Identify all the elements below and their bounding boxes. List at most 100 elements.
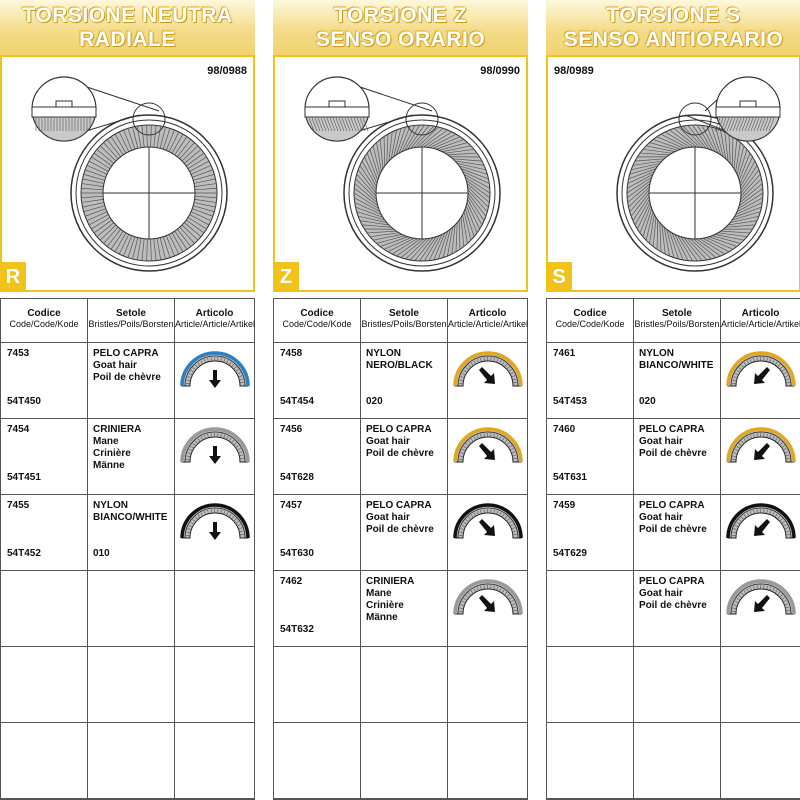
- article-ring-color: [726, 427, 796, 463]
- type-badge: R: [0, 262, 26, 292]
- rim-inner-line: [621, 119, 769, 267]
- article-ring-color: [453, 351, 523, 387]
- table-row: [1, 722, 254, 799]
- zoom-target-circle: [405, 102, 439, 136]
- product-table: Codice Code/Code/Kode Setole Bristles/Poils…: [0, 298, 255, 800]
- brush-diagram: 98/0990 Z: [273, 55, 528, 292]
- header-col2-title: Setole: [661, 308, 692, 319]
- header-col3-title: Articolo: [195, 308, 234, 319]
- product-column-s: TORSIONE S SENSO ANTIORARIO 98/0989 S Codice…: [546, 0, 800, 800]
- table-row: 7459 54T629 PELO CAPRA Goat hair Poil de chè…: [547, 494, 800, 571]
- zoom-rim-band: [31, 106, 97, 118]
- article-ring-line: [184, 355, 246, 387]
- bristle-line: Poil de chèvre: [639, 448, 707, 459]
- product-column-z: TORSIONE Z SENSO ORARIO 98/0990 Z Codice Code…: [273, 0, 528, 800]
- table-row: 7461 54T453 NYLON BIANCO/WHITE 020: [547, 342, 800, 419]
- article-ring-line: [730, 583, 792, 615]
- header-col2-subtitle: Bristles/Poils/Borsten: [361, 319, 447, 329]
- zoom-rim-band: [715, 106, 781, 118]
- bristle-line: PELO CAPRA: [366, 500, 432, 511]
- article-ring-line: [184, 431, 246, 463]
- header-col1-subtitle: Code/Code/Kode: [9, 319, 79, 329]
- row-bristles: NYLON NERO/BLACK: [366, 348, 433, 372]
- type-badge: Z: [273, 262, 299, 292]
- table-row: [547, 646, 800, 723]
- bristle-line: NYLON: [93, 500, 128, 511]
- header-col1-title: Codice: [27, 308, 61, 319]
- row-code: 7454: [7, 424, 30, 435]
- row-article-image: [449, 418, 527, 494]
- article-icon: [726, 427, 796, 463]
- row-subcode: 54T453: [553, 396, 587, 407]
- zoom-leader-2: [350, 83, 433, 112]
- bristle-line: Goat hair: [93, 360, 137, 371]
- brush-diagram: 98/0988 R: [0, 55, 255, 292]
- article-ring-color: [180, 351, 250, 387]
- header-col2-title: Setole: [388, 308, 419, 319]
- article-ring-color: [726, 579, 796, 615]
- bristle-line: Goat hair: [366, 436, 410, 447]
- zoom-leader-1: [358, 114, 413, 132]
- bristle-line: Mane: [93, 436, 119, 447]
- article-ring-line: [730, 355, 792, 387]
- row-subcode: 54T629: [553, 548, 587, 559]
- column-divider-1: [633, 299, 634, 799]
- article-icon: [453, 503, 523, 539]
- bristle-line: Poil de chèvre: [93, 372, 161, 383]
- header-title-line2: SENSO ANTIORARIO: [563, 28, 784, 51]
- bristle-line: PELO CAPRA: [639, 576, 705, 587]
- rim-inner-line: [75, 119, 223, 267]
- header-col1: Codice Code/Code/Kode: [274, 299, 360, 342]
- header-col2: Setole Bristles/Poils/Borsten: [633, 299, 721, 342]
- zoom-leader-2: [77, 83, 160, 112]
- table-header: Codice Code/Code/Kode Setole Bristles/Poils…: [274, 299, 528, 343]
- row-bristle-code: 020: [366, 396, 383, 407]
- zoom-notch: [739, 100, 757, 108]
- article-ring-color: [726, 503, 796, 539]
- reference-code: 98/0990: [480, 65, 520, 77]
- bristle-line: Männe: [93, 460, 125, 471]
- zoom-hatch: [35, 118, 91, 131]
- article-hatch: [732, 432, 790, 461]
- row-article-image: [176, 418, 254, 494]
- bristle-line: Poil de chèvre: [366, 448, 434, 459]
- bristle-line: NYLON: [639, 348, 674, 359]
- bristle-line: PELO CAPRA: [366, 424, 432, 435]
- article-ring-color: [726, 351, 796, 387]
- direction-arrow-icon: [209, 370, 221, 388]
- bristle-hatching: [626, 124, 764, 262]
- header-col3-title: Articolo: [468, 308, 507, 319]
- rim-inner-line: [348, 119, 496, 267]
- header-col3-subtitle: Article/Article/Artikel: [721, 319, 800, 329]
- article-hatch: [732, 584, 790, 613]
- row-bristles: PELO CAPRA Goat hair Poil de chèvre: [639, 424, 707, 460]
- header-col3-title: Articolo: [741, 308, 780, 319]
- header-col2: Setole Bristles/Poils/Borsten: [87, 299, 175, 342]
- article-hatch: [186, 356, 244, 385]
- bristle-line: PELO CAPRA: [639, 424, 705, 435]
- row-bristles: PELO CAPRA Goat hair Poil de chèvre: [93, 348, 161, 384]
- bristle-hatching: [81, 125, 217, 261]
- header-title-line1: TORSIONE S: [606, 4, 741, 27]
- bristle-line: Poil de chèvre: [639, 600, 707, 611]
- article-hatch: [732, 356, 790, 385]
- row-article-image: [722, 342, 800, 418]
- direction-arrow-icon: [209, 522, 221, 540]
- table-header: Codice Code/Code/Kode Setole Bristles/Poils…: [1, 299, 255, 343]
- row-bristles: CRINIERA Mane Crinière Männe: [366, 576, 414, 624]
- table-row: 7456 54T628 PELO CAPRA Goat hair Poil de chè…: [274, 418, 527, 495]
- row-code: 7458: [280, 348, 303, 359]
- article-icon: [726, 579, 796, 615]
- product-table: Codice Code/Code/Kode Setole Bristles/Poils…: [546, 298, 800, 800]
- header-col2: Setole Bristles/Poils/Borsten: [360, 299, 448, 342]
- row-article-image: [449, 494, 527, 570]
- brush-diagram: 98/0989 S: [546, 55, 800, 292]
- zoom-hatch: [308, 117, 369, 132]
- column-divider-2: [447, 299, 448, 799]
- header-col1-title: Codice: [573, 308, 607, 319]
- bristle-line: Männe: [366, 612, 398, 623]
- row-code: 7461: [553, 348, 576, 359]
- bristle-line: NYLON: [366, 348, 401, 359]
- article-icon: [453, 427, 523, 463]
- row-code: 7462: [280, 576, 303, 587]
